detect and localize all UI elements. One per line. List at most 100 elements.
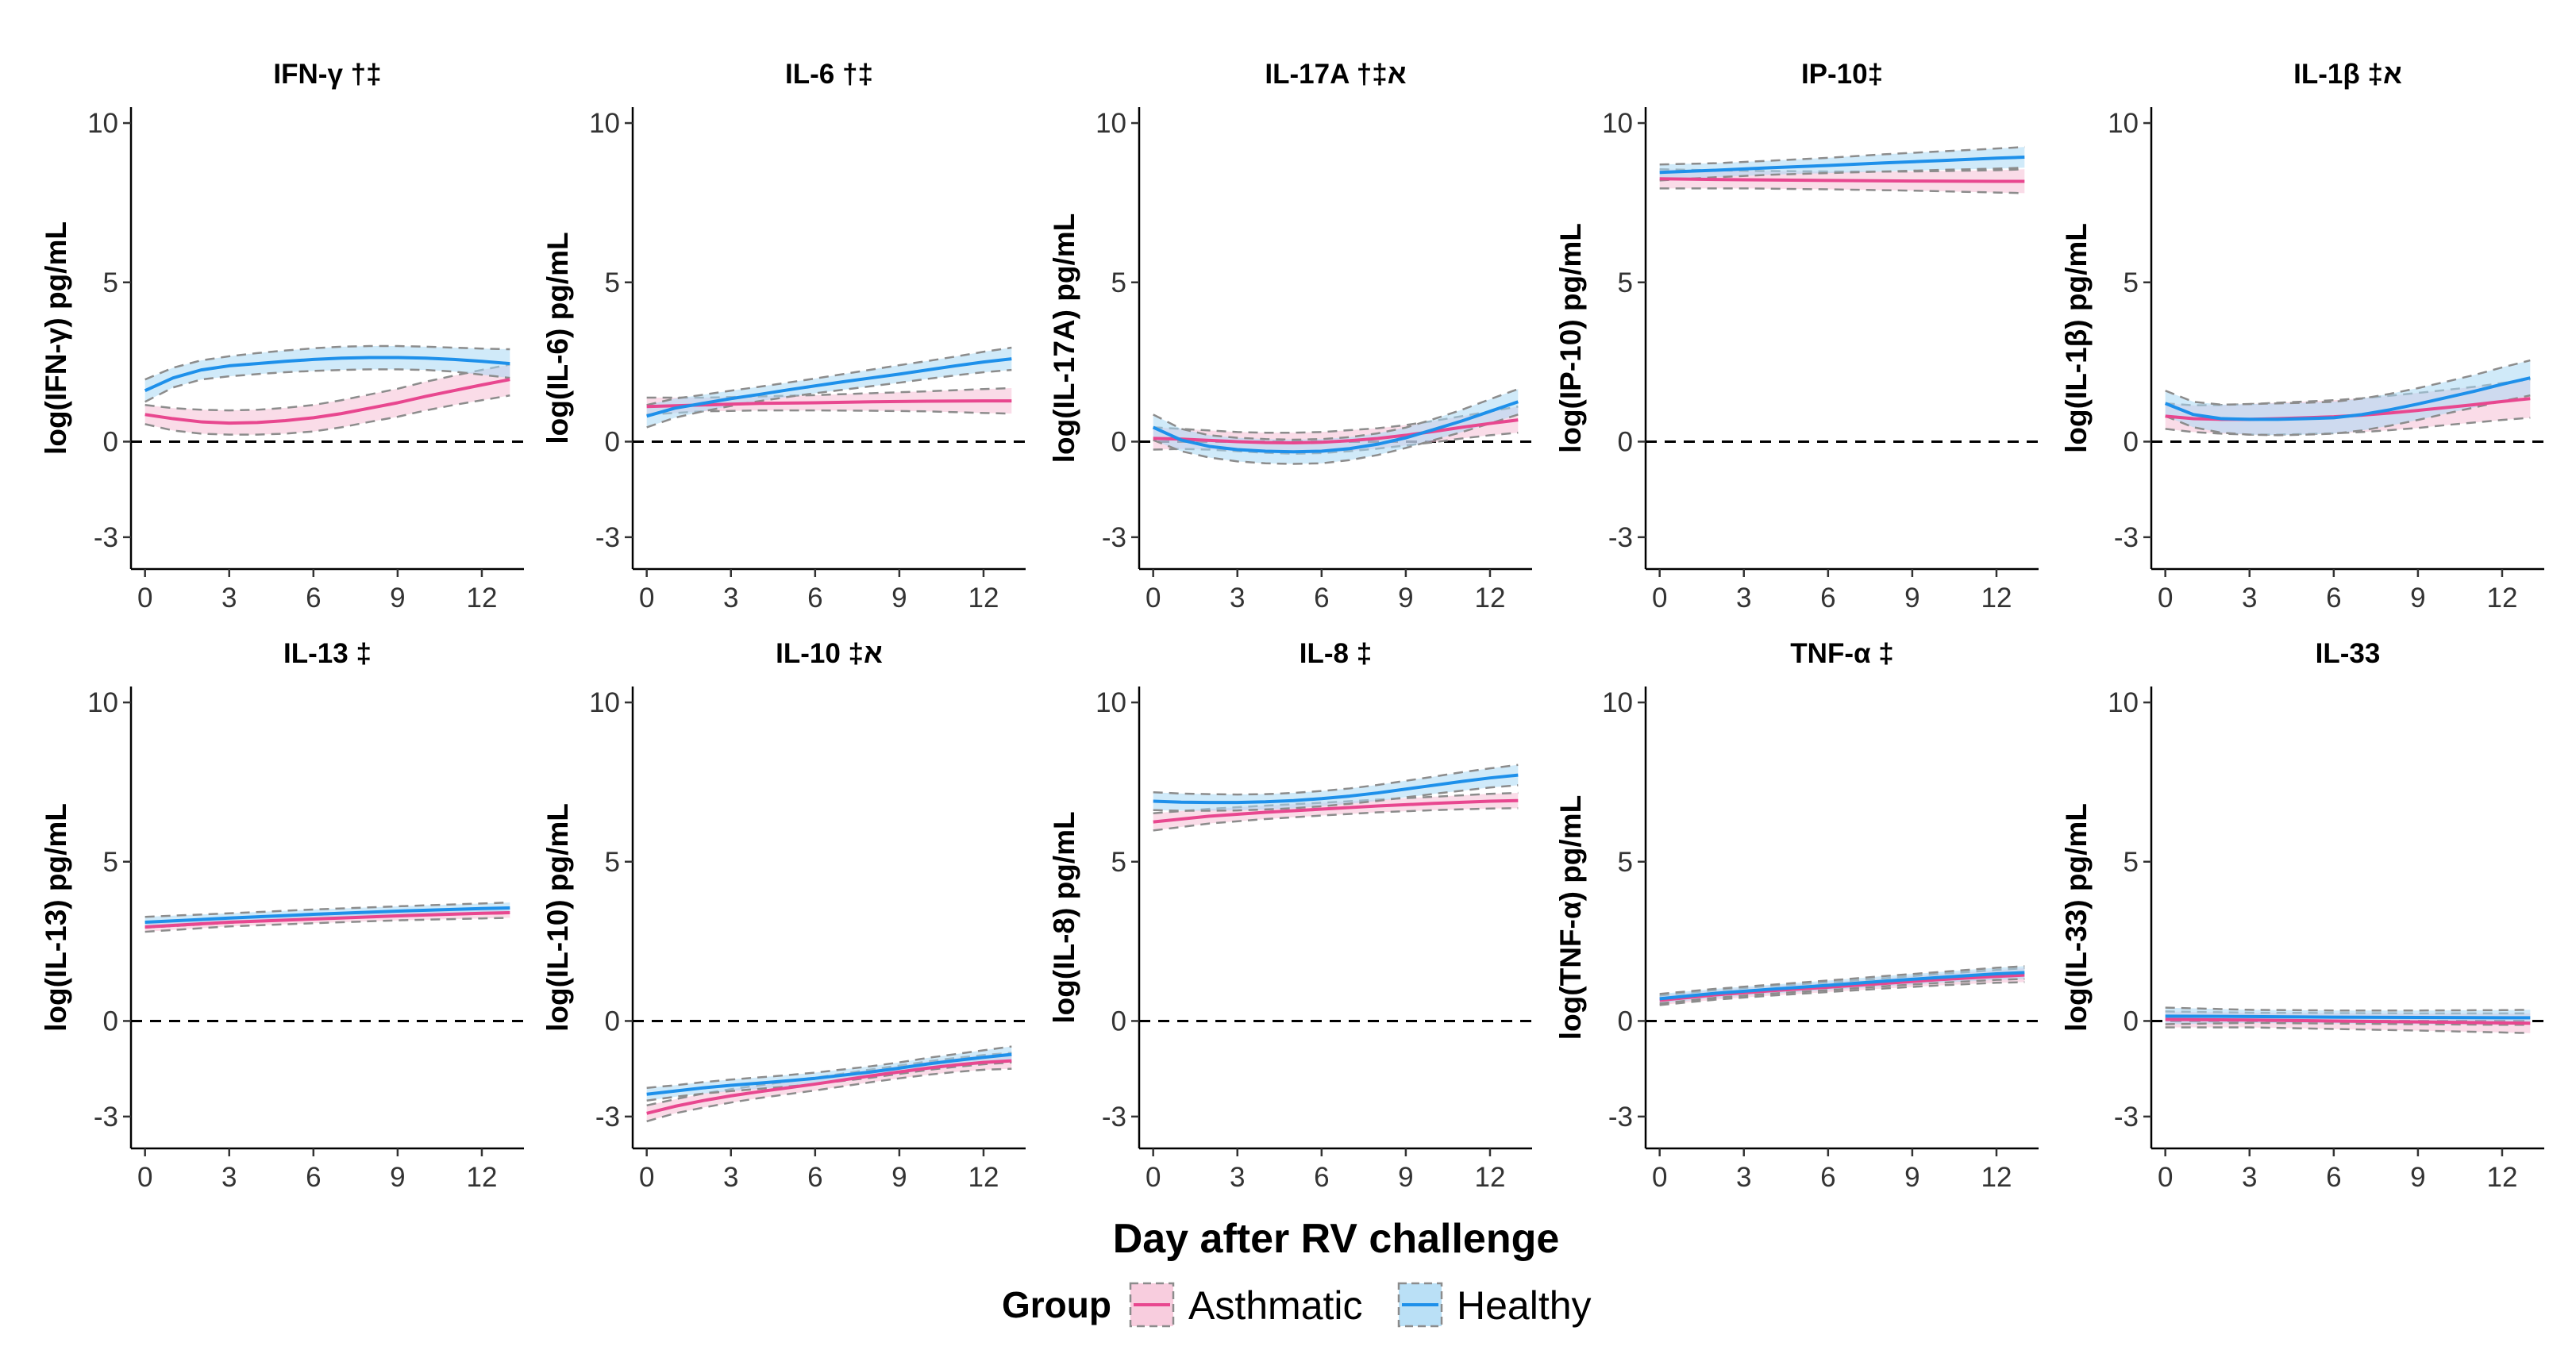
y-tick-label: 0 bbox=[103, 1006, 118, 1037]
series-line-asthmatic bbox=[1153, 418, 1519, 445]
x-tick-label: 12 bbox=[1474, 583, 1505, 613]
y-axis-label: log(IL-10) pg/mL bbox=[541, 803, 574, 1032]
x-tick-label: 0 bbox=[1146, 583, 1161, 613]
series-line-asthmatic bbox=[646, 399, 1012, 409]
x-axis-label: Day after RV challenge bbox=[1113, 1216, 1560, 1262]
panel-title: IFN-γ †‡ bbox=[273, 59, 381, 90]
y-axis-label: log(IL-8) pg/mL bbox=[1048, 811, 1080, 1023]
series-line-healthy bbox=[2164, 376, 2531, 421]
band-lower-bound-healthy bbox=[1659, 978, 2025, 1005]
y-tick-label: 10 bbox=[589, 687, 620, 718]
panel-1: IFN-γ †‡ log(IFN-γ) pg/mL 10 5 0 -3 0 3 6 9 12 bbox=[40, 59, 524, 613]
confidence-band-healthy bbox=[144, 346, 510, 402]
legend-label-asthmatic: Asthmatic bbox=[1188, 1283, 1363, 1328]
series-line-healthy bbox=[1153, 773, 1519, 805]
band-upper-bound-asthmatic bbox=[144, 363, 510, 412]
confidence-band-healthy bbox=[1153, 389, 1519, 464]
band-upper-bound-healthy bbox=[1659, 145, 2025, 166]
x-tick-label: 3 bbox=[1230, 583, 1245, 613]
y-axis-label: log(IFN-γ) pg/mL bbox=[40, 221, 72, 455]
y-axis-label: log(IL-1β) pg/mL bbox=[2060, 223, 2093, 453]
x-tick-label: 9 bbox=[891, 583, 907, 613]
band-lower-bound-healthy bbox=[1153, 784, 1519, 812]
x-tick-label: 9 bbox=[1904, 583, 1919, 613]
y-tick-label: 10 bbox=[589, 108, 620, 139]
y-tick-label: 5 bbox=[1618, 847, 1633, 878]
confidence-band-healthy bbox=[1153, 764, 1519, 811]
x-tick-label: 0 bbox=[137, 1162, 152, 1193]
panel-title: IL-6 †‡ bbox=[785, 59, 873, 90]
x-tick-label: 6 bbox=[1314, 583, 1329, 613]
series-line-asthmatic bbox=[646, 1059, 1012, 1115]
panel-title: TNF-α ‡ bbox=[1790, 638, 1893, 669]
confidence-band-asthmatic bbox=[144, 364, 510, 435]
x-tick-label: 9 bbox=[1398, 583, 1413, 613]
x-tick-label: 3 bbox=[221, 583, 237, 613]
x-tick-label: 9 bbox=[891, 1162, 907, 1193]
x-tick-label: 9 bbox=[2410, 583, 2425, 613]
y-tick-label: -3 bbox=[1102, 1102, 1126, 1133]
x-tick-label: 12 bbox=[2486, 1162, 2517, 1193]
y-tick-label: 5 bbox=[1618, 267, 1633, 298]
y-tick-label: 5 bbox=[1111, 267, 1126, 298]
band-lower-bound-asthmatic bbox=[1659, 187, 2025, 194]
y-tick-label: 0 bbox=[1618, 426, 1633, 457]
band-upper-bound-healthy bbox=[1659, 965, 2025, 995]
y-tick-label: 10 bbox=[1602, 108, 1633, 139]
band-lower-bound-asthmatic bbox=[1659, 981, 2025, 1006]
series-line-asthmatic bbox=[1659, 973, 2025, 1002]
y-tick-label: 0 bbox=[2124, 426, 2139, 457]
series-line-asthmatic bbox=[1153, 798, 1519, 824]
y-tick-label: 5 bbox=[605, 847, 620, 878]
legend-title: Group bbox=[1002, 1284, 1111, 1325]
x-tick-label: 9 bbox=[1904, 1162, 1919, 1193]
y-tick-label: -3 bbox=[2114, 522, 2139, 553]
x-tick-label: 3 bbox=[723, 583, 738, 613]
band-upper-bound-healthy bbox=[2165, 1006, 2531, 1012]
series-line-healthy bbox=[2165, 1014, 2531, 1020]
x-tick-label: 6 bbox=[306, 1162, 321, 1193]
x-tick-label: 6 bbox=[807, 583, 822, 613]
y-tick-label: 5 bbox=[2124, 267, 2139, 298]
panel-title: IP-10‡ bbox=[1801, 59, 1883, 90]
panel-title: IL-8 ‡ bbox=[1300, 638, 1372, 669]
x-tick-label: 6 bbox=[306, 583, 321, 613]
band-upper-bound-healthy bbox=[646, 1045, 1012, 1089]
series-line-asthmatic bbox=[144, 910, 510, 929]
x-tick-label: 3 bbox=[2242, 583, 2257, 613]
y-tick-label: 10 bbox=[87, 108, 118, 139]
y-tick-label: 0 bbox=[605, 426, 620, 457]
x-tick-label: 6 bbox=[1314, 1162, 1329, 1193]
band-lower-bound-asthmatic bbox=[2165, 1026, 2531, 1034]
y-tick-label: 0 bbox=[2124, 1006, 2139, 1037]
y-axis-label: log(TNF-α) pg/mL bbox=[1554, 795, 1587, 1040]
y-tick-label: 5 bbox=[103, 847, 118, 878]
x-tick-label: 12 bbox=[968, 1162, 999, 1193]
x-tick-label: 9 bbox=[2410, 1162, 2425, 1193]
x-tick-label: 3 bbox=[1736, 1162, 1751, 1193]
panel-title: IL-10 ‡א bbox=[776, 638, 883, 669]
x-tick-label: 3 bbox=[723, 1162, 738, 1193]
y-tick-label: 0 bbox=[605, 1006, 620, 1037]
band-upper-bound-healthy bbox=[1153, 388, 1519, 441]
x-tick-label: 3 bbox=[1736, 583, 1751, 613]
panel-10: IL-33 log(IL-33) pg/mL 10 5 0 -3 0 3 6 9 12 bbox=[2060, 638, 2544, 1193]
y-tick-label: -3 bbox=[94, 522, 118, 553]
legend-key-asthmatic bbox=[1129, 1282, 1175, 1328]
x-tick-label: 12 bbox=[968, 583, 999, 613]
panel-title: IL-1β ‡א bbox=[2293, 59, 2402, 90]
band-upper-bound-healthy bbox=[2165, 359, 2531, 406]
band-lower-bound-healthy bbox=[144, 368, 510, 403]
panel-3: IL-17A †‡א log(IL-17A) pg/mL 10 5 0 -3 0 3 6 9 12 bbox=[1048, 59, 1532, 613]
confidence-band-healthy bbox=[646, 348, 1012, 428]
x-tick-label: 0 bbox=[2158, 583, 2173, 613]
y-tick-label: 10 bbox=[1602, 687, 1633, 718]
band-lower-bound-healthy bbox=[2165, 1021, 2531, 1026]
legend-label-healthy: Healthy bbox=[1457, 1283, 1592, 1328]
y-tick-label: 5 bbox=[103, 267, 118, 298]
panel-4: IP-10‡ log(IP-10) pg/mL 10 5 0 -3 0 3 6 9 12 bbox=[1554, 59, 2039, 613]
band-upper-bound-healthy bbox=[1153, 763, 1519, 796]
x-tick-label: 0 bbox=[1652, 1162, 1667, 1193]
y-tick-label: -3 bbox=[1102, 522, 1126, 553]
band-lower-bound-healthy bbox=[1153, 413, 1519, 465]
